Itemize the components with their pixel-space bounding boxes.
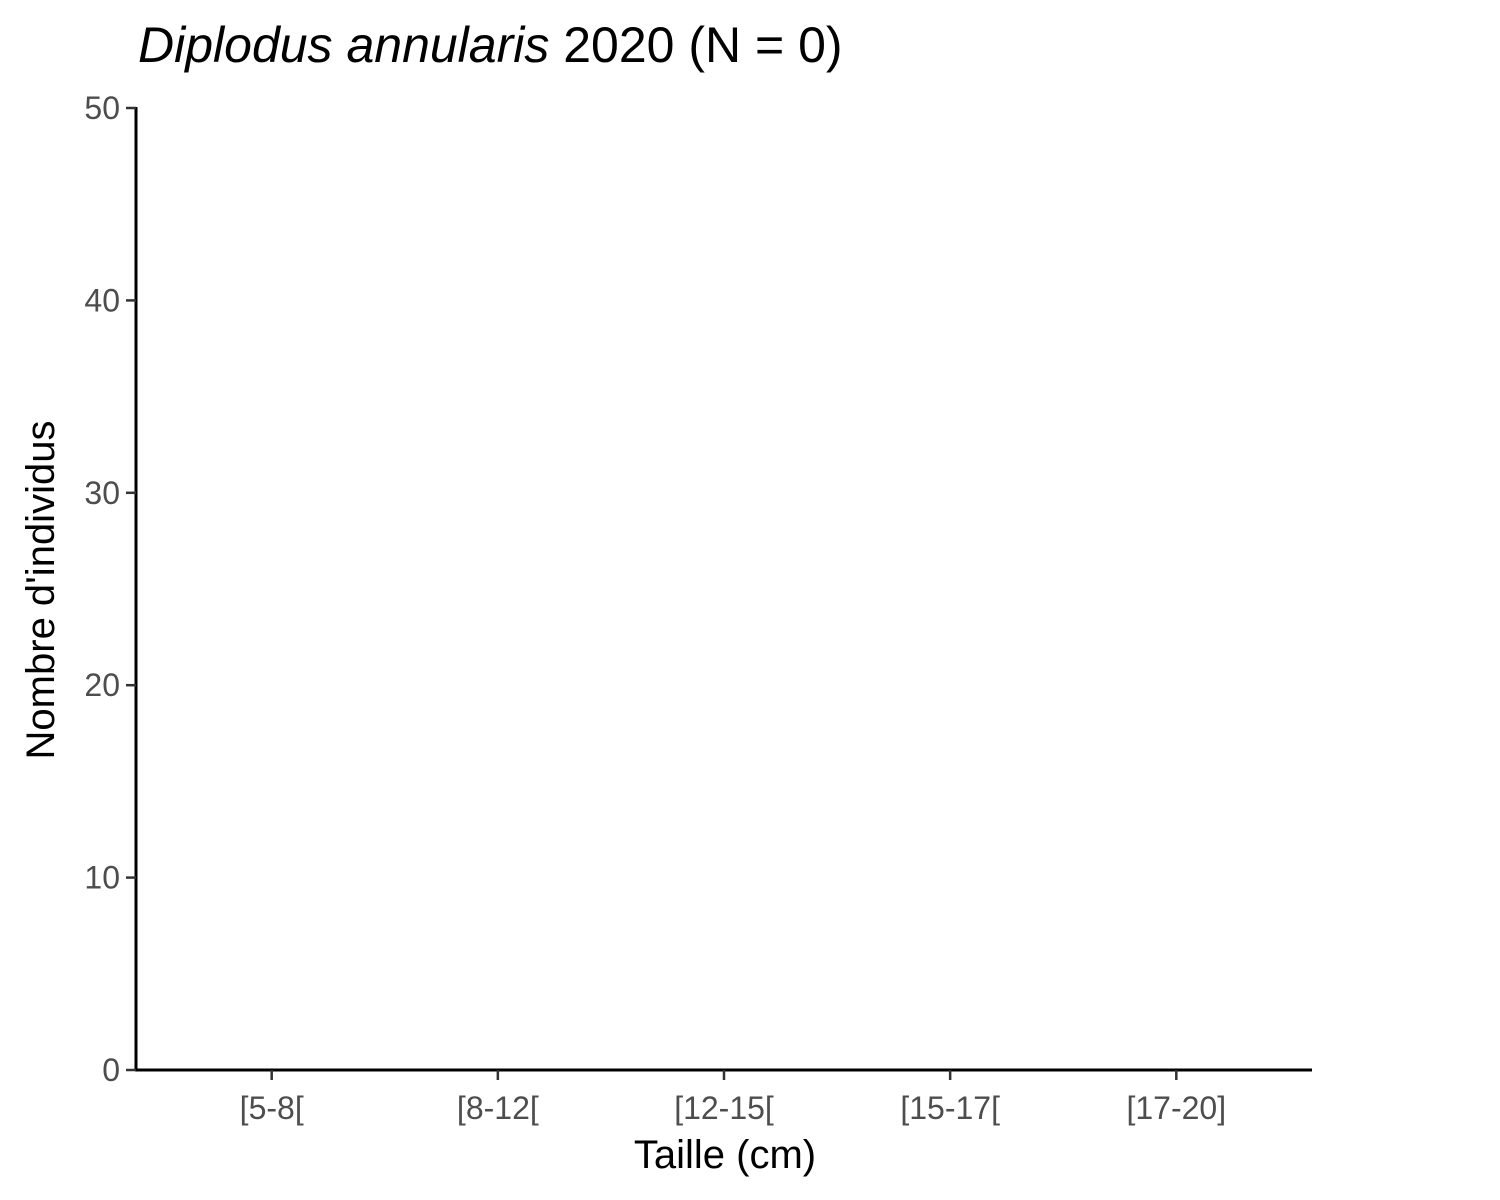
y-axis-ticks: 0 10 20 30 40 50 — [84, 90, 136, 1088]
chart-title: Diplodus annularis 2020 (N = 0) — [138, 17, 843, 73]
y-tick-label: 20 — [84, 667, 120, 703]
y-tick-label: 30 — [84, 475, 120, 511]
y-tick-label: 0 — [102, 1052, 120, 1088]
y-tick-label: 50 — [84, 90, 120, 126]
y-tick-label: 10 — [84, 860, 120, 896]
x-axis-ticks: [5-8[ [8-12[ [12-15[ [15-17[ [17-20] — [240, 1070, 1226, 1126]
x-tick-label: [15-17[ — [900, 1090, 1000, 1126]
chart-title-species: Diplodus annularis — [138, 17, 549, 73]
x-tick-label: [17-20] — [1126, 1090, 1226, 1126]
x-axis-title: Taille (cm) — [634, 1133, 816, 1177]
y-tick-label: 40 — [84, 282, 120, 318]
x-tick-label: [12-15[ — [674, 1090, 774, 1126]
x-tick-label: [8-12[ — [457, 1090, 539, 1126]
chart-title-rest: 2020 (N = 0) — [549, 17, 842, 73]
x-tick-label: [5-8[ — [240, 1090, 304, 1126]
y-axis-title: Nombre d'individus — [19, 421, 63, 760]
